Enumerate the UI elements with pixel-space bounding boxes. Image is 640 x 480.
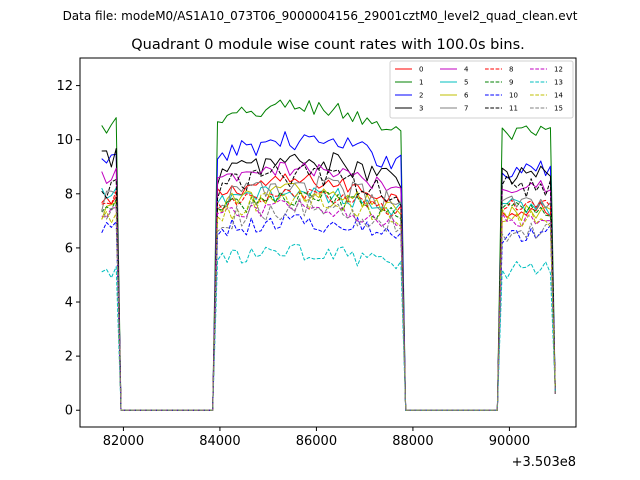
legend-label-2: 2 (419, 92, 423, 100)
x-tick-label: 84000 (199, 434, 240, 449)
legend-label-4: 4 (464, 66, 469, 74)
series-line-15 (101, 197, 556, 411)
y-tick-label: 12 (56, 79, 73, 94)
x-tick-label: 86000 (296, 434, 337, 449)
series-line-11 (101, 164, 556, 411)
legend-label-0: 0 (419, 66, 423, 74)
y-tick-label: 6 (65, 241, 73, 256)
chart-title: Quadrant 0 module wise count rates with … (131, 37, 525, 53)
y-tick-label: 4 (65, 296, 73, 311)
legend-label-10: 10 (509, 92, 518, 100)
legend-label-11: 11 (509, 105, 518, 113)
series-layer (101, 99, 556, 411)
legend-label-7: 7 (464, 105, 468, 113)
figure-suptitle: Data file: modeM0/AS1A10_073T06_90000041… (63, 9, 578, 23)
y-tick-label: 8 (65, 187, 73, 202)
series-line-13 (101, 243, 556, 411)
legend-label-15: 15 (554, 105, 563, 113)
legend-label-1: 1 (419, 79, 423, 87)
y-tick-label: 2 (65, 350, 73, 365)
legend-label-13: 13 (554, 79, 563, 87)
y-tick-label: 10 (56, 133, 73, 148)
x-tick-label: 88000 (392, 434, 433, 449)
x-tick-label: 82000 (103, 434, 144, 449)
x-tick-label: 90000 (489, 434, 530, 449)
plot-frame (79, 57, 577, 428)
x-axis-offset-label: +3.503e8 (512, 455, 576, 470)
legend-label-8: 8 (509, 66, 513, 74)
y-tick-label: 0 (65, 404, 73, 419)
series-line-14 (101, 190, 556, 411)
legend-label-5: 5 (464, 79, 468, 87)
y-axis: 0 2 4 6 8 10 12 (56, 79, 80, 419)
legend-box (389, 60, 574, 119)
legend-label-9: 9 (509, 79, 513, 87)
legend-label-6: 6 (464, 92, 469, 100)
x-axis: 82000 84000 86000 88000 90000 (103, 427, 530, 449)
legend-label-12: 12 (554, 66, 563, 74)
legend-label-3: 3 (419, 105, 423, 113)
legend-label-14: 14 (554, 92, 563, 100)
